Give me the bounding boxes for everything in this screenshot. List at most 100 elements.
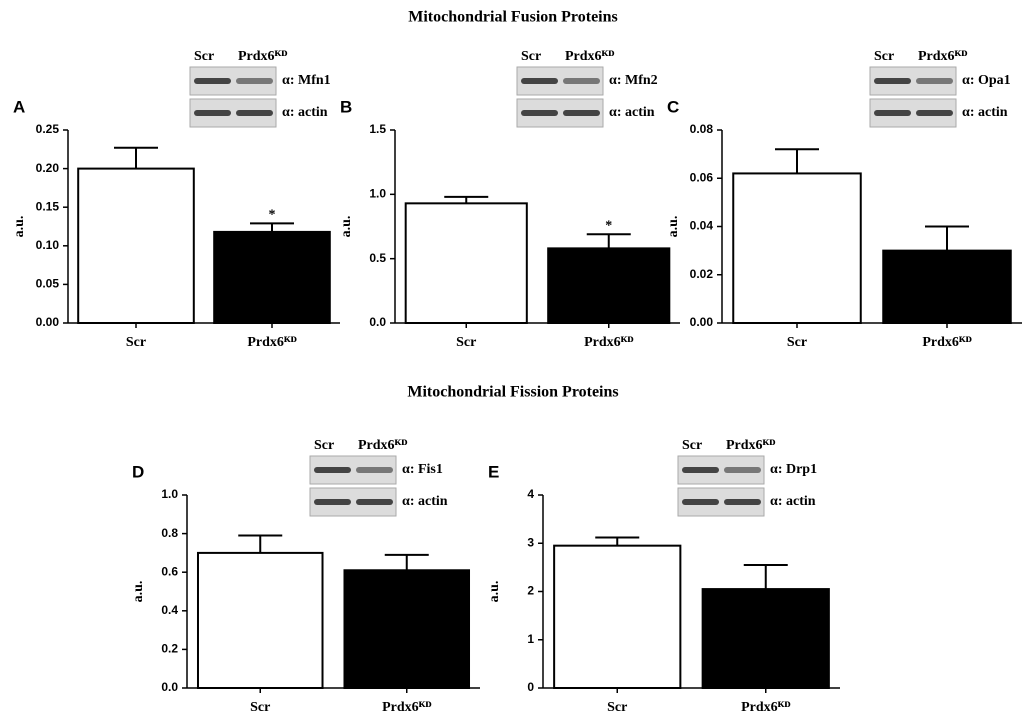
blot-band [236, 78, 273, 84]
blot-lane-label: Prdx6ᴷᴰ [918, 49, 967, 64]
y-tick-label: 0.05 [36, 277, 60, 291]
blot-row-label: α: Mfn1 [282, 73, 331, 88]
section-heading: Mitochondrial Fusion Proteins [408, 9, 618, 26]
blot-lane-label: Prdx6ᴷᴰ [565, 49, 614, 64]
y-tick-label: 0.00 [690, 315, 714, 329]
y-tick-label: 0.8 [161, 526, 178, 540]
y-tick-label: 0.25 [36, 122, 60, 136]
blot-lane-label: Prdx6ᴷᴰ [358, 438, 407, 453]
blot-lane-label: Scr [314, 438, 334, 453]
bar [406, 203, 527, 323]
blot-lane-label: Scr [874, 49, 894, 64]
y-tick-label: 0.15 [36, 199, 60, 213]
blot-row-label: α: Mfn2 [609, 73, 658, 88]
blot-row-label: α: actin [962, 105, 1008, 120]
y-tick-label: 0.0 [369, 315, 386, 329]
y-tick-label: 0.08 [690, 122, 714, 136]
y-tick-label: 4 [527, 487, 534, 501]
y-axis-label: a.u. [339, 216, 354, 238]
x-tick-label: Scr [126, 335, 146, 350]
bar [883, 251, 1011, 323]
y-tick-label: 0.04 [690, 219, 714, 233]
y-axis-label: a.u. [12, 216, 27, 238]
blot-lane-label: Scr [521, 49, 541, 64]
bar [78, 169, 194, 323]
blot-band [682, 499, 719, 505]
y-tick-label: 0 [527, 680, 534, 694]
x-tick-label: Prdx6ᴷᴰ [584, 335, 633, 350]
y-tick-label: 1.0 [161, 487, 178, 501]
blot-row-label: α: Fis1 [402, 462, 443, 477]
significance-label: * [269, 208, 276, 223]
figure: Mitochondrial Fusion Proteins Mitochondr… [0, 0, 1027, 715]
y-tick-label: 0.4 [161, 603, 178, 617]
blot-band [916, 78, 953, 84]
y-tick-label: 1.0 [369, 187, 386, 201]
blot-band [314, 499, 351, 505]
blot-row-label: α: actin [282, 105, 328, 120]
blot-band [874, 110, 911, 116]
x-tick-label: Prdx6ᴷᴰ [922, 335, 971, 350]
blot-band [194, 110, 231, 116]
blot-band [724, 467, 761, 473]
blot-lane-label: Scr [194, 49, 214, 64]
x-tick-label: Scr [787, 335, 807, 350]
y-tick-label: 0.6 [161, 564, 178, 578]
blot-row-label: α: actin [609, 105, 655, 120]
blot-band [521, 78, 558, 84]
bar [554, 546, 680, 688]
y-tick-label: 2 [527, 584, 534, 598]
blot-band [314, 467, 351, 473]
y-tick-label: 0.02 [690, 267, 714, 281]
panel-label: D [132, 462, 144, 481]
significance-label: * [605, 218, 612, 233]
panel-label: A [13, 97, 25, 116]
y-tick-label: 0.5 [369, 251, 386, 265]
blot-lane-label: Prdx6ᴷᴰ [238, 49, 287, 64]
y-tick-label: 0.0 [161, 680, 178, 694]
y-tick-label: 0.2 [161, 642, 178, 656]
blot-band [236, 110, 273, 116]
blot-band [194, 78, 231, 84]
section-heading: Mitochondrial Fission Proteins [407, 384, 618, 401]
y-tick-label: 0.00 [36, 315, 60, 329]
bar [548, 248, 669, 323]
bar [344, 570, 469, 688]
blot-band [916, 110, 953, 116]
bar [703, 589, 829, 688]
blot-band [521, 110, 558, 116]
panel-label: B [340, 97, 352, 116]
y-tick-label: 0.06 [690, 170, 714, 184]
blot-band [682, 467, 719, 473]
y-tick-label: 0.10 [36, 238, 60, 252]
blot-band [356, 499, 393, 505]
blot-band [724, 499, 761, 505]
blot-lane-label: Scr [682, 438, 702, 453]
blot-lane-label: Prdx6ᴷᴰ [726, 438, 775, 453]
x-tick-label: Prdx6ᴷᴰ [382, 700, 431, 715]
y-tick-label: 3 [527, 535, 534, 549]
blot-band [356, 467, 393, 473]
y-axis-label: a.u. [131, 581, 146, 603]
y-tick-label: 1.5 [369, 122, 386, 136]
blot-band [563, 110, 600, 116]
blot-row-label: α: Drp1 [770, 462, 817, 477]
x-tick-label: Prdx6ᴷᴰ [741, 700, 790, 715]
bar [733, 173, 861, 323]
x-tick-label: Scr [250, 700, 270, 715]
bar [198, 553, 323, 688]
panel-label: C [667, 97, 679, 116]
y-tick-label: 0.20 [36, 161, 60, 175]
blot-band [874, 78, 911, 84]
y-axis-label: a.u. [487, 581, 502, 603]
panel-label: E [488, 462, 499, 481]
x-tick-label: Scr [607, 700, 627, 715]
blot-row-label: α: actin [402, 494, 448, 509]
blot-band [563, 78, 600, 84]
x-tick-label: Scr [456, 335, 476, 350]
y-axis-label: a.u. [666, 216, 681, 238]
bar [214, 232, 330, 323]
x-tick-label: Prdx6ᴷᴰ [247, 335, 296, 350]
blot-row-label: α: actin [770, 494, 816, 509]
blot-row-label: α: Opa1 [962, 73, 1011, 88]
